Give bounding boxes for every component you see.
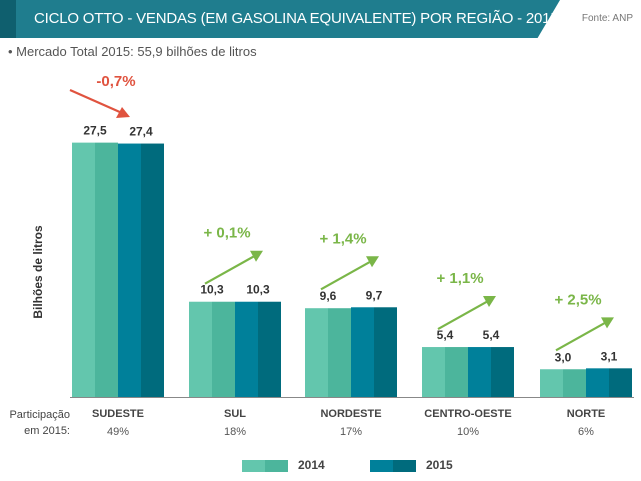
change-arrowhead-sudeste [116, 107, 130, 118]
data-label-2015-centro-oeste: 5,4 [483, 328, 500, 342]
change-arrow-norte [555, 321, 607, 352]
participation-sudeste: 49% [107, 426, 129, 438]
data-label-2015-norte: 3,1 [601, 349, 618, 363]
bar-shade-2015-sudeste [141, 143, 164, 397]
category-label-norte: NORTE [567, 408, 606, 420]
participation-label-line2: em 2015: [24, 425, 70, 437]
data-label-2015-sul: 10,3 [246, 283, 270, 297]
data-label-2014-nordeste: 9,6 [320, 289, 337, 303]
change-arrowhead-norte [601, 317, 614, 329]
participation-centro-oeste: 10% [457, 426, 479, 438]
change-arrow-nordeste [320, 260, 372, 291]
bar-2015-nordeste [351, 307, 374, 397]
bar-shade-2014-sudeste [95, 142, 118, 397]
bar-shade-2015-sul [258, 301, 281, 397]
category-label-centro-oeste: CENTRO-OESTE [424, 408, 511, 420]
change-arrow-sudeste [69, 88, 123, 115]
change-arrowhead-nordeste [366, 256, 379, 268]
legend-label-2015: 2015 [426, 458, 453, 472]
participation-sul: 18% [224, 426, 246, 438]
chart-header: CICLO OTTO - VENDAS (EM GASOLINA EQUIVAL… [0, 0, 641, 38]
data-label-2014-sudeste: 27,5 [83, 124, 107, 138]
source-label: Fonte: ANP [581, 13, 633, 24]
category-label-nordeste: NORDESTE [320, 408, 381, 420]
legend-swatch-2014 [242, 459, 288, 472]
bar-2015-sul [235, 301, 258, 397]
data-label-2014-norte: 3,0 [555, 350, 572, 364]
bar-2014-sudeste [72, 142, 95, 397]
chart-title: CICLO OTTO - VENDAS (EM GASOLINA EQUIVAL… [34, 10, 609, 27]
change-arrowhead-sul [250, 250, 263, 262]
change-label-sudeste: -0,7% [96, 73, 135, 90]
bar-shade-2015-nordeste [374, 307, 397, 397]
bar-shade-2015-norte [609, 368, 632, 397]
bar-2015-norte [586, 368, 609, 397]
bar-2015-sudeste [118, 143, 141, 397]
legend-swatch-2015 [370, 459, 416, 472]
bar-shade-2014-centro-oeste [445, 347, 468, 397]
participation-label-line1: Participação [9, 409, 70, 421]
data-label-2015-sudeste: 27,4 [129, 125, 153, 139]
bar-shade-2015-centro-oeste [491, 347, 514, 397]
legend-label-2014: 2014 [298, 458, 325, 472]
header-bar [0, 0, 560, 38]
data-label-2014-centro-oeste: 5,4 [437, 328, 454, 342]
category-label-sudeste: SUDESTE [92, 408, 144, 420]
change-arrow-centro-oeste [437, 300, 489, 331]
participation-label: Participação em 2015: [6, 407, 70, 439]
chart-subtitle: • Mercado Total 2015: 55,9 bilhões de li… [8, 44, 257, 59]
header-accent [0, 0, 16, 38]
bar-2014-centro-oeste [422, 347, 445, 397]
change-label-centro-oeste: + 1,1% [436, 270, 483, 287]
data-label-2014-sul: 10,3 [200, 283, 224, 297]
bar-2014-sul [189, 301, 212, 397]
participation-nordeste: 17% [340, 426, 362, 438]
change-label-sul: + 0,1% [203, 225, 250, 242]
bar-shade-2014-sul [212, 301, 235, 397]
data-label-2015-nordeste: 9,7 [366, 288, 383, 302]
change-label-norte: + 2,5% [554, 291, 601, 308]
category-label-sul: SUL [224, 408, 246, 420]
bar-shade-2014-nordeste [328, 308, 351, 397]
bar-2014-norte [540, 369, 563, 397]
participation-norte: 6% [578, 426, 594, 438]
change-arrow-sul [204, 254, 256, 285]
bar-shade-2014-norte [563, 369, 586, 397]
change-arrowhead-centro-oeste [483, 296, 496, 308]
bar-2015-centro-oeste [468, 347, 491, 397]
change-label-nordeste: + 1,4% [319, 230, 366, 247]
legend-2015: 2015 [370, 458, 453, 472]
legend-2014: 2014 [242, 458, 325, 472]
bar-2014-nordeste [305, 308, 328, 397]
